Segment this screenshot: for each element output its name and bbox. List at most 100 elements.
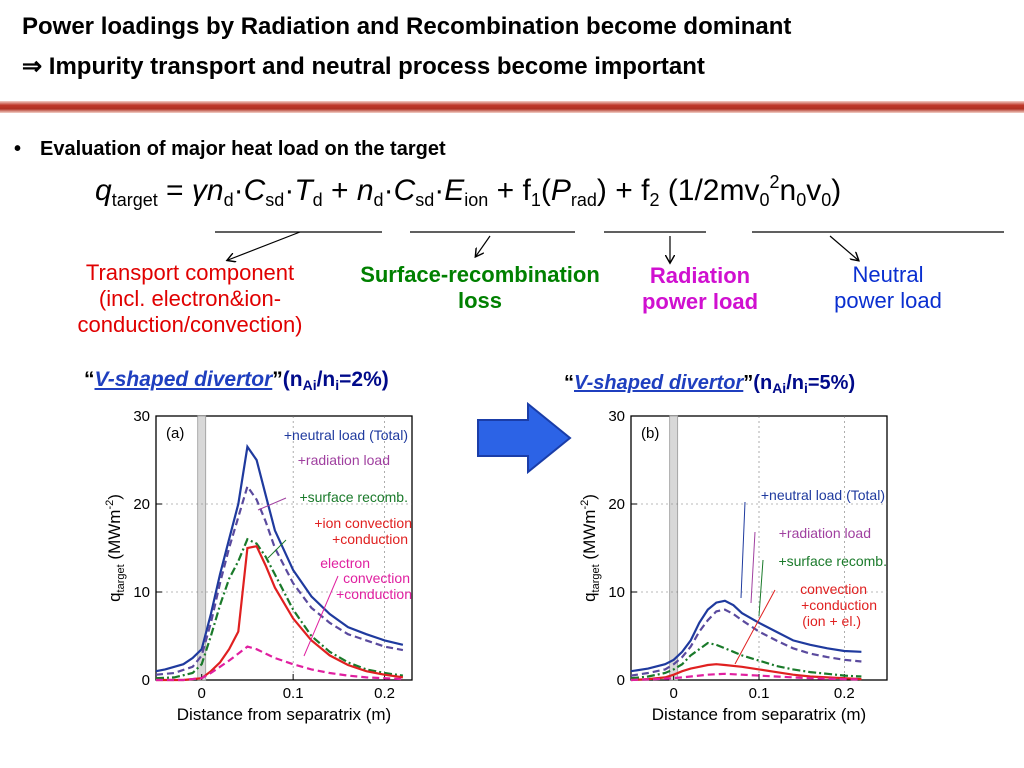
formula-n-2-sub: d: [373, 190, 384, 210]
y-axis-exp: -2: [579, 500, 591, 510]
formula-t-sub: d: [312, 190, 323, 210]
y-axis-end: ): [105, 494, 124, 500]
annotation-label: +conduction: [336, 586, 412, 602]
annotation-pointer: [257, 497, 287, 511]
formula-neutral-open: (1/2mv: [659, 174, 760, 207]
series-line-2: [155, 483, 404, 676]
formula-plus-1: +: [322, 174, 357, 207]
formula-end: ): [831, 174, 842, 207]
y-tick-label: 20: [133, 496, 150, 513]
label-surface-recombination: Surface-recombination loss: [342, 262, 618, 314]
annotation-label: +radiation load: [779, 525, 871, 541]
y-tick-label: 30: [608, 408, 625, 425]
chart-a-i: i: [335, 377, 340, 393]
formula-plus-3: +: [606, 174, 642, 207]
y-axis-q-sub: target: [115, 564, 127, 592]
chart-b-open-quote: “: [564, 372, 574, 394]
label-transport-line-1: Transport component: [85, 260, 295, 285]
formula-t: T: [294, 174, 313, 207]
annotation-pointer: [740, 501, 746, 599]
chart-a: 0 0.1 0.2 0 10 20 30 Distance from separatrix (…: [104, 408, 413, 724]
formula-dot-4: ·: [434, 174, 445, 207]
y-axis-q: q: [580, 592, 599, 601]
y-axis-label: qtarget (MWm-2): [104, 494, 127, 602]
title-divider: [0, 101, 1024, 113]
formula-v0-sub: 0: [759, 190, 770, 210]
annotation-pointer: [267, 539, 287, 559]
heat-load-formula: qtarget = γnd·Csd·Td + nd·Csd·Eion + f1(…: [95, 173, 842, 210]
y-axis-exp: -2: [104, 500, 116, 510]
chart-b-ai: Ai: [772, 380, 787, 396]
formula-n0-sub: 0: [796, 190, 807, 210]
y-tick-label: 20: [608, 496, 625, 513]
formula-e: E: [444, 174, 465, 207]
annotation-label: +conduction: [801, 597, 877, 613]
x-tick-label: 0.2: [374, 685, 395, 702]
annotation-label: +neutral load (Total): [284, 427, 408, 443]
formula-eq: =: [157, 174, 192, 207]
formula-c-2-sub: sd: [415, 190, 435, 210]
formula-f2: f: [641, 174, 650, 207]
chart-b-close-quote: ”: [743, 372, 754, 394]
formula-n-2: n: [356, 174, 374, 207]
slide-title-line-2: ⇒ Impurity transport and neutral process…: [22, 53, 705, 80]
formula-v-sub: 0: [821, 190, 832, 210]
formula-dot-1: ·: [233, 174, 244, 207]
formula-c-sub: sd: [265, 190, 285, 210]
x-axis-label: Distance from separatrix (m): [652, 705, 866, 724]
formula-n0: n: [779, 174, 797, 207]
annotation-label: +radiation load: [298, 452, 390, 468]
formula-open: (: [540, 174, 551, 207]
bullet-text: Evaluation of major heat load on the tar…: [40, 138, 446, 160]
chart-b: 0 0.1 0.2 0 10 20 30 Distance from separatrix (…: [579, 408, 888, 724]
chart-a-heading: “V-shaped divertor”(nAi/ni=2%): [84, 368, 389, 392]
chart-a-open-quote: “: [84, 368, 95, 391]
label-surface-line-1: Surface-recombination: [360, 262, 600, 287]
chart-a-close-quote: ”: [272, 368, 283, 391]
annotation-pointer: [303, 575, 339, 657]
formula-c-2: C: [393, 174, 416, 207]
series-line-1: [155, 443, 404, 673]
chart-a-value: =2%): [339, 368, 389, 391]
annotation-label: convection: [343, 570, 410, 586]
annotation-label: +ion convection: [314, 515, 412, 531]
series-line-4: [156, 544, 404, 682]
arrow-neutral: [829, 235, 858, 260]
chart-b-name: V-shaped divertor: [574, 372, 744, 394]
label-surface-line-2: loss: [457, 288, 503, 313]
y-tick-label: 30: [133, 408, 150, 425]
chart-a-ratio: (n: [282, 368, 303, 391]
label-transport-component: Transport component (incl. electron&ion-…: [50, 260, 330, 338]
label-neutral-line-1: Neutral: [852, 262, 924, 287]
chart-a-ai: Ai: [302, 377, 317, 393]
transition-arrow-icon: [477, 402, 572, 474]
label-neutral-power: Neutral power load: [808, 262, 968, 314]
series-line-3: [630, 641, 862, 680]
series-line-5: [630, 672, 862, 682]
formula-plus-2: +: [488, 174, 523, 207]
label-radiation-power: Radiation power load: [620, 263, 780, 315]
chart-b-i: i: [803, 380, 808, 396]
x-tick-label: 0: [198, 685, 206, 702]
y-axis-label: qtarget (MWm-2): [579, 494, 602, 602]
y-tick-label: 10: [133, 584, 150, 601]
bullet-marker: •: [14, 138, 22, 160]
formula-p-sub: rad: [570, 190, 597, 210]
label-transport-line-2: (incl. electron&ion-: [98, 286, 282, 311]
y-tick-label: 0: [617, 672, 625, 689]
annotation-pointer: [758, 559, 764, 617]
chart-a-name: V-shaped divertor: [94, 368, 273, 391]
series-line-1: [630, 599, 862, 673]
formula-gamma: γ: [191, 174, 207, 207]
label-neutral-line-2: power load: [834, 288, 942, 313]
chart-b-value: =5%): [807, 372, 856, 394]
formula-n: n: [206, 174, 224, 207]
formula-dot-3: ·: [383, 174, 394, 207]
bullet-point: • Evaluation of major heat load on the ta…: [14, 138, 446, 161]
annotation-label: +neutral load (Total): [761, 487, 885, 503]
annotation-pointer: [750, 531, 756, 604]
x-tick-label: 0: [669, 685, 677, 702]
x-tick-label: 0.2: [834, 685, 855, 702]
y-axis-unit: (MWm: [580, 510, 599, 565]
